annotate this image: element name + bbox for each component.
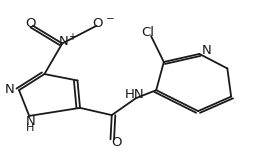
Text: N: N [202, 44, 212, 57]
Text: Cl: Cl [141, 26, 154, 39]
Text: HN: HN [125, 88, 145, 101]
Text: O: O [112, 136, 122, 149]
Text: N: N [26, 115, 35, 128]
Text: +: + [68, 32, 76, 42]
Text: N: N [59, 35, 68, 48]
Text: N: N [5, 83, 14, 96]
Text: O: O [25, 17, 36, 30]
Text: −: − [106, 14, 115, 24]
Text: O: O [92, 17, 103, 30]
Text: H: H [26, 123, 35, 133]
